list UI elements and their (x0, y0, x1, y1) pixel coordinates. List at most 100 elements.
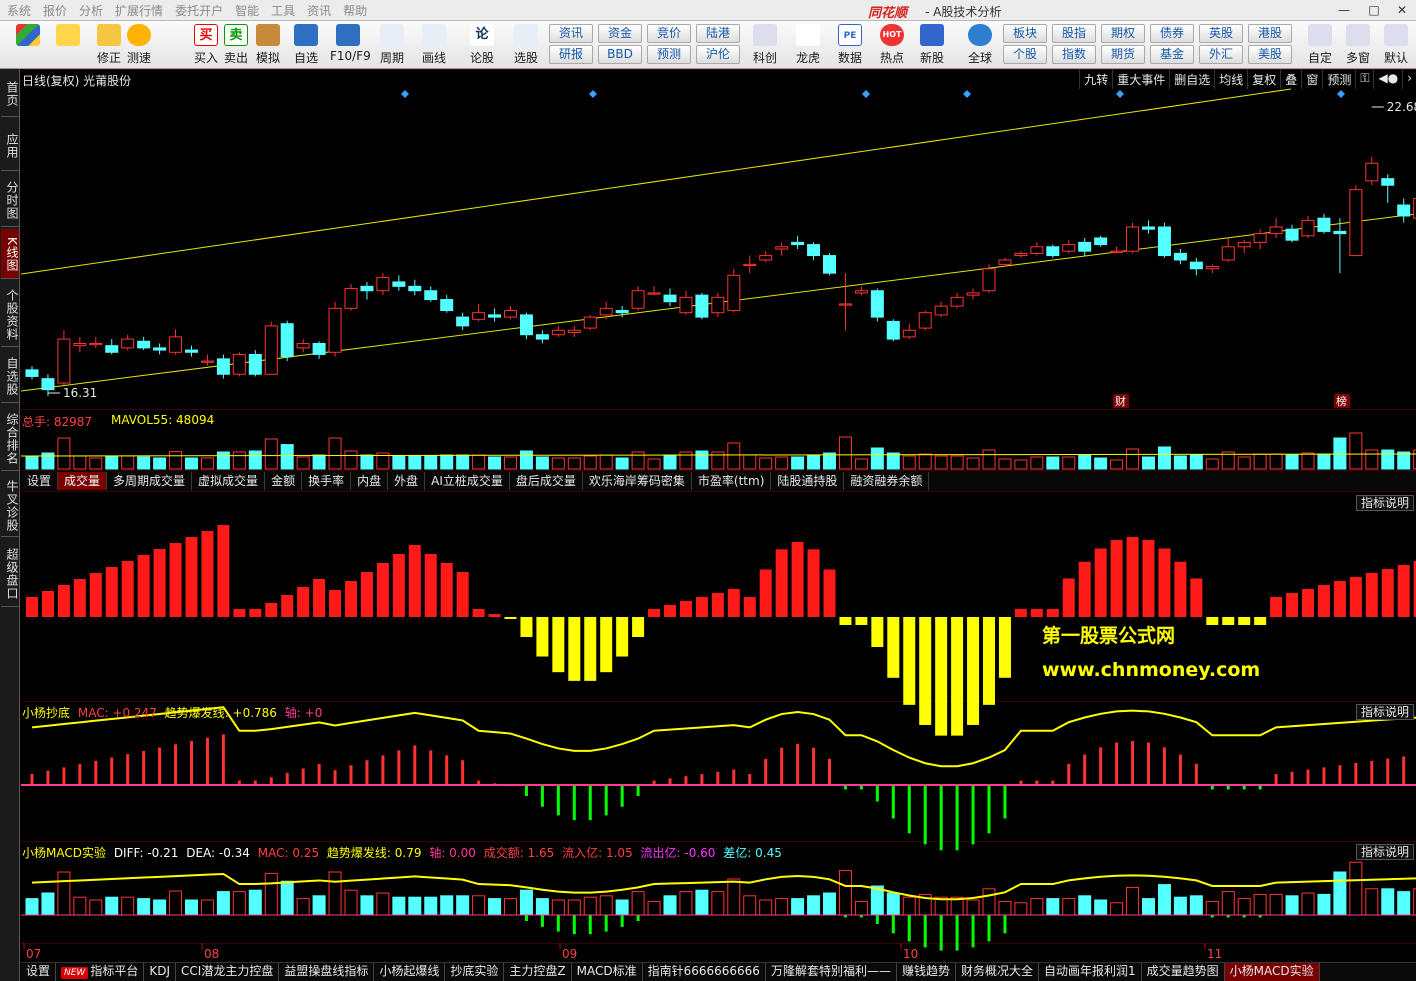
toolbar-buttons2-5[interactable]: 全球 (962, 24, 998, 66)
volume-tab-虚拟成交量[interactable]: 虚拟成交量 (192, 472, 266, 490)
quick-button-股指[interactable]: 股指 (1052, 24, 1096, 43)
indicator-tab-赚钱趋势[interactable]: 赚钱趋势 (897, 963, 956, 981)
panel5-help-button[interactable]: 指标说明 (1355, 844, 1414, 860)
toolbar-buttons-2[interactable]: 修正 (91, 24, 127, 66)
panel3-help-button[interactable]: 指标说明 (1355, 495, 1414, 511)
indicator-tab-CCI潜龙主力控盘[interactable]: CCI潜龙主力控盘 (176, 963, 280, 981)
leftnav-超级盘口[interactable]: 超级盘口 (1, 539, 19, 607)
quick-button-英股[interactable]: 英股 (1199, 24, 1243, 43)
menu-item-0[interactable]: 系统 (7, 3, 32, 18)
collapse-icon[interactable]: ◀● (1373, 69, 1402, 89)
chevron-right-icon[interactable]: › (1402, 69, 1416, 89)
leftnav-个股资料[interactable]: 个股资料 (1, 281, 19, 347)
quick-button-期货[interactable]: 期货 (1101, 45, 1145, 64)
toolbar-buttons3-2[interactable]: 默认 (1378, 24, 1414, 66)
quick-button-板块[interactable]: 板块 (1003, 24, 1047, 43)
toolbar-buttons-11[interactable]: 论论股 (464, 24, 500, 66)
indicator-tab-小杨起爆线[interactable]: 小杨起爆线 (374, 963, 446, 981)
quick-button-港股[interactable]: 港股 (1248, 24, 1292, 43)
menu-item-1[interactable]: 报价 (43, 3, 68, 18)
quick-button-指数[interactable]: 指数 (1052, 45, 1096, 64)
quick-button-资讯[interactable]: 资讯 (549, 24, 593, 43)
volume-tab-融资融券余额[interactable]: 融资融券余额 (844, 472, 930, 490)
leftnav-首页[interactable]: 首页 (1, 69, 19, 117)
indicator-tab-指南针6666666666[interactable]: 指南针6666666666 (643, 963, 766, 981)
volume-tab-陆股通持股[interactable]: 陆股通持股 (771, 472, 845, 490)
indicator-tab-KDJ[interactable]: KDJ (144, 963, 177, 981)
indicator-tab-成交量趋势图[interactable]: 成交量趋势图 (1142, 963, 1225, 981)
toolbar-buttons-5[interactable]: 卖卖出 (218, 24, 254, 66)
volume-tab-盘后成交量[interactable]: 盘后成交量 (510, 472, 583, 490)
kline-tool-窗[interactable]: 窗 (1301, 69, 1322, 89)
menu-item-5[interactable]: 智能 (235, 3, 260, 18)
quick-button-竞价[interactable]: 竞价 (647, 24, 691, 43)
indicator-tab-自动画年报利润1[interactable]: 自动画年报利润1 (1039, 963, 1142, 981)
volume-tab-外盘[interactable]: 外盘 (388, 472, 426, 490)
menu-item-7[interactable]: 资讯 (307, 3, 332, 18)
quick-button-外汇[interactable]: 外汇 (1199, 45, 1243, 64)
toolbar-buttons2-0[interactable]: 科创 (747, 24, 783, 66)
volume-tab-成交量[interactable]: 成交量 (58, 472, 108, 490)
toolbar-buttons2-3[interactable]: HOT 热点 (874, 24, 910, 66)
indicator-tab-万隆解套特别福利——[interactable]: 万隆解套特别福利—— (766, 963, 897, 981)
menu-item-6[interactable]: 工具 (271, 3, 296, 18)
quick-button-预测[interactable]: 预测 (647, 45, 691, 64)
chart-canvas[interactable]: 22.68 16.31 财 榜 07 08 09 10 11 (21, 69, 1416, 981)
indicator-tab-抄底实验[interactable]: 抄底实验 (445, 963, 505, 981)
quick-button-期权[interactable]: 期权 (1101, 24, 1145, 43)
toolbar-buttons3-0[interactable]: 自定 (1302, 24, 1338, 66)
menu-item-8[interactable]: 帮助 (343, 3, 368, 18)
kline-tool-复权[interactable]: 复权 (1247, 69, 1280, 89)
toolbar-buttons2-1[interactable]: 龙虎 (790, 24, 826, 66)
toolbar-buttons-12[interactable]: 选股 (508, 24, 544, 66)
quick-button-资金[interactable]: 资金 (598, 24, 642, 43)
volume-tab-欢乐海岸筹码密集[interactable]: 欢乐海岸筹码密集 (583, 472, 692, 490)
toolbar-buttons-10[interactable]: 画线 (416, 24, 452, 66)
close-button[interactable]: ✕ (1396, 3, 1408, 17)
leftnav-K线图[interactable]: K线图 (1, 229, 19, 279)
leftnav-自选股[interactable]: 自选股 (1, 349, 19, 403)
indicator-tab-设置[interactable]: 设置 (21, 963, 57, 981)
toolbar-buttons3-1[interactable]: 多窗 (1340, 24, 1376, 66)
menu-item-2[interactable]: 分析 (79, 3, 104, 18)
toolbar-buttons-3[interactable]: 测速 (121, 24, 157, 66)
quick-button-个股[interactable]: 个股 (1003, 45, 1047, 64)
toolbar-buttons2-4[interactable]: 新股 (914, 24, 950, 66)
kline-tool-九转[interactable]: 九转 (1079, 69, 1112, 89)
toolbar-buttons-9[interactable]: 周期 (374, 24, 410, 66)
volume-tab-内盘[interactable]: 内盘 (351, 472, 389, 490)
menu-item-3[interactable]: 扩展行情 (115, 3, 164, 18)
kline-tool-叠[interactable]: 叠 (1280, 69, 1301, 89)
leftnav-应用[interactable]: 应用 (1, 119, 19, 171)
menu-item-4[interactable]: 委托开户 (175, 3, 224, 18)
panel4-help-button[interactable]: 指标说明 (1355, 704, 1414, 720)
lock-icon[interactable]: ⚿ (1355, 69, 1373, 89)
volume-tab-多周期成交量[interactable]: 多周期成交量 (107, 472, 193, 490)
toolbar-back-arrow-button[interactable] (50, 24, 86, 46)
chart-area[interactable]: 22.68 16.31 财 榜 07 08 09 10 11 日线(复权) 光莆股份 九转重大事… (21, 69, 1416, 981)
indicator-tab-指标平台[interactable]: NEW 指标平台 (56, 963, 145, 981)
leftnav-综合排名[interactable]: 综合排名 (1, 405, 19, 471)
quick-button-陆港[interactable]: 陆港 (696, 24, 740, 43)
leftnav-牛叉诊股[interactable]: 牛叉诊股 (1, 473, 19, 537)
quick-button-BBD[interactable]: BBD (598, 45, 642, 64)
kline-tool-均线[interactable]: 均线 (1214, 69, 1247, 89)
indicator-tab-MACD标准[interactable]: MACD标准 (572, 963, 643, 981)
kline-tool-重大事件[interactable]: 重大事件 (1112, 69, 1169, 89)
kline-tool-删自选[interactable]: 删自选 (1169, 69, 1214, 89)
maximize-button[interactable]: □ (1368, 3, 1380, 17)
quick-button-研报[interactable]: 研报 (549, 45, 593, 64)
minimize-button[interactable]: — (1338, 3, 1350, 17)
toolbar-grid-button[interactable] (10, 24, 46, 46)
quick-button-债券[interactable]: 债券 (1150, 24, 1194, 43)
toolbar-buttons-4[interactable]: 买买入 (188, 24, 224, 66)
volume-tab-金额[interactable]: 金额 (265, 472, 303, 490)
toolbar-buttons-7[interactable]: 自选 (288, 24, 324, 66)
kline-tool-预测[interactable]: 预测 (1322, 69, 1355, 89)
quick-button-沪伦[interactable]: 沪伦 (696, 45, 740, 64)
volume-tab-市盈率(ttm)[interactable]: 市盈率(ttm) (692, 472, 772, 490)
indicator-tab-财务概况大全[interactable]: 财务概况大全 (956, 963, 1039, 981)
leftnav-分时图[interactable]: 分时图 (1, 173, 19, 227)
indicator-tab-益盟操盘线指标[interactable]: 益盟操盘线指标 (279, 963, 375, 981)
volume-tab-换手率[interactable]: 换手率 (302, 472, 352, 490)
